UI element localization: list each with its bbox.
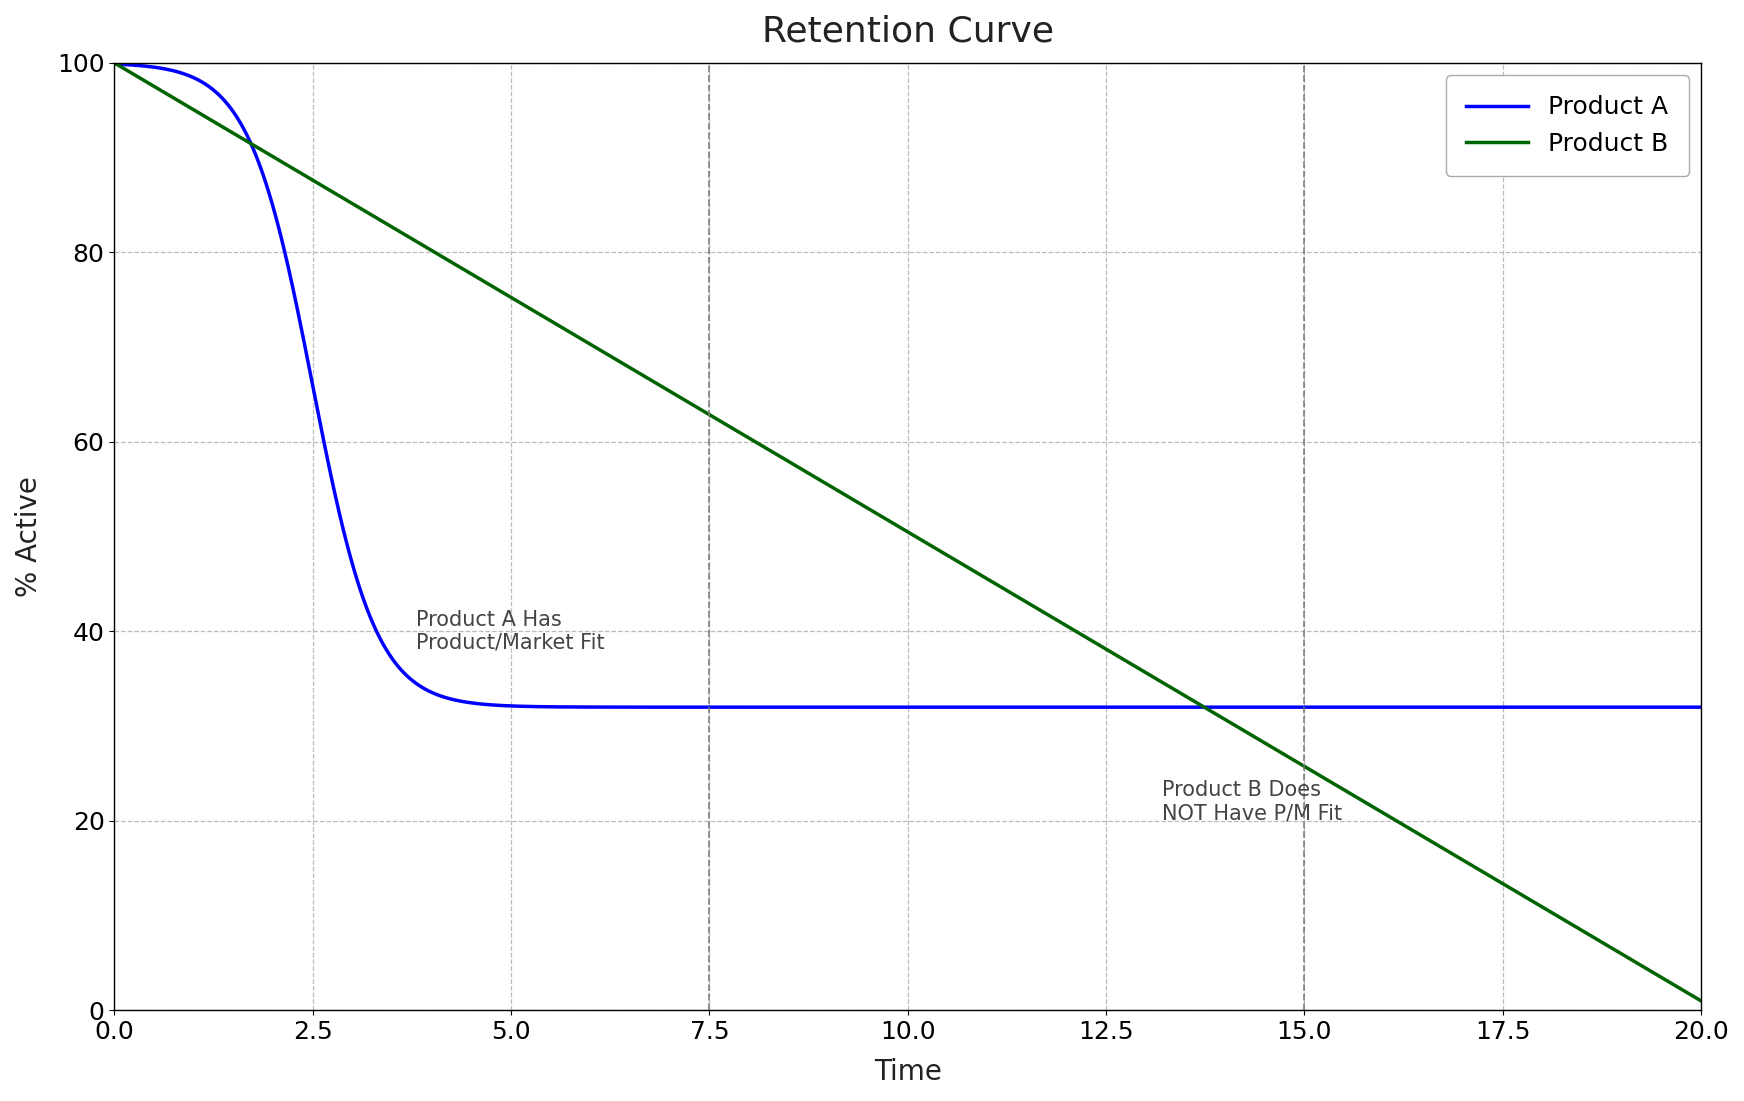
Title: Retention Curve: Retention Curve: [762, 15, 1053, 50]
Line: Product B: Product B: [115, 63, 1700, 1001]
Product B: [1353, 795, 1374, 808]
Product A: [834, 700, 855, 713]
Text: Product B Does
NOT Have P/M Fit: Product B Does NOT Have P/M Fit: [1162, 781, 1341, 824]
Text: Product A Has
Product/Market Fit: Product A Has Product/Market Fit: [415, 610, 605, 653]
Product B: [1690, 994, 1711, 1007]
Product B: [1645, 967, 1666, 980]
X-axis label: Time: Time: [874, 1058, 942, 1086]
Product B: [834, 488, 855, 501]
Line: Product A: Product A: [115, 64, 1700, 707]
Product B: [105, 56, 126, 69]
Product A: [185, 72, 206, 85]
Product A: [1645, 700, 1666, 713]
Product A: [1493, 700, 1514, 713]
Y-axis label: % Active: % Active: [16, 476, 44, 597]
Product A: [1645, 700, 1666, 713]
Product B: [185, 105, 206, 118]
Legend: Product A, Product B: Product A, Product B: [1446, 75, 1688, 176]
Product A: [875, 700, 896, 713]
Product B: [875, 512, 896, 525]
Product A: [1690, 700, 1711, 713]
Product A: [1353, 700, 1374, 713]
Product A: [105, 57, 126, 70]
Product B: [1645, 967, 1666, 980]
